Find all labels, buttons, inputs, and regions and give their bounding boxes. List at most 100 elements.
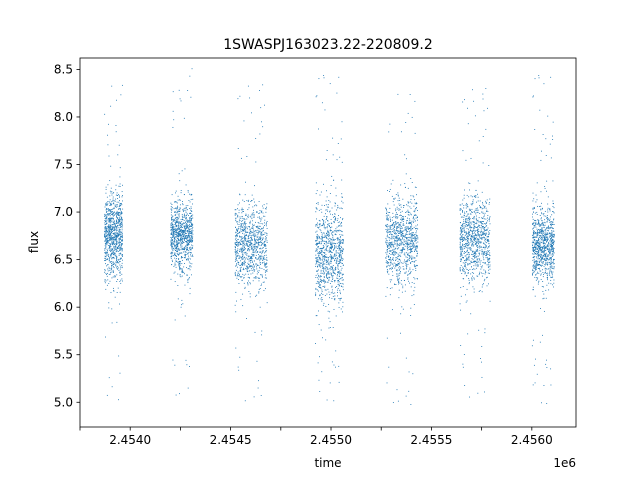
- data-point: [180, 276, 182, 278]
- data-point: [250, 268, 252, 270]
- data-point: [237, 253, 239, 255]
- data-point: [107, 235, 109, 237]
- data-point: [322, 237, 324, 238]
- data-point: [462, 243, 463, 245]
- data-point: [241, 280, 243, 282]
- data-point: [172, 228, 174, 230]
- data-point: [249, 230, 251, 232]
- data-point: [393, 243, 395, 245]
- data-point: [399, 245, 401, 247]
- data-point: [117, 262, 119, 264]
- data-point: [172, 246, 174, 248]
- data-point: [183, 232, 185, 234]
- data-point: [104, 240, 106, 242]
- data-point: [187, 240, 189, 242]
- data-point: [184, 315, 186, 317]
- data-point: [179, 274, 181, 275]
- data-point: [173, 248, 174, 250]
- data-point: [247, 231, 249, 233]
- data-point: [244, 400, 246, 402]
- data-point: [177, 273, 179, 275]
- data-point: [109, 245, 111, 246]
- data-point: [328, 291, 330, 293]
- data-point: [387, 245, 389, 247]
- data-point: [257, 227, 259, 229]
- data-point: [112, 243, 114, 245]
- data-point: [405, 173, 407, 175]
- data-point: [317, 247, 319, 249]
- data-point: [108, 213, 110, 215]
- data-point: [479, 247, 481, 249]
- data-point: [240, 270, 242, 272]
- data-point: [255, 241, 257, 243]
- data-point: [334, 218, 336, 220]
- data-point: [238, 231, 240, 233]
- data-point: [396, 389, 398, 391]
- data-point: [109, 247, 111, 248]
- data-point: [398, 278, 400, 280]
- data-point: [174, 230, 176, 232]
- data-point: [318, 262, 320, 264]
- data-point: [264, 255, 266, 257]
- data-point: [171, 233, 173, 235]
- data-point: [110, 201, 112, 203]
- data-point: [117, 265, 119, 267]
- data-point: [461, 247, 463, 249]
- data-point: [335, 255, 337, 257]
- data-point: [402, 248, 404, 250]
- data-point: [411, 243, 413, 245]
- data-point: [182, 209, 184, 211]
- data-point: [385, 224, 387, 226]
- data-point: [176, 248, 178, 250]
- data-point: [389, 244, 391, 245]
- data-point: [105, 252, 107, 254]
- data-point: [398, 259, 400, 261]
- data-point: [466, 300, 468, 302]
- data-point: [329, 251, 330, 253]
- data-point: [107, 184, 109, 186]
- data-point: [341, 219, 343, 221]
- data-point: [411, 235, 413, 237]
- data-point: [330, 246, 332, 248]
- data-point: [486, 229, 487, 231]
- data-point: [331, 273, 332, 275]
- data-point: [261, 217, 263, 219]
- data-point: [243, 240, 245, 242]
- data-point: [474, 257, 475, 259]
- data-point: [180, 222, 181, 224]
- data-point: [241, 216, 243, 218]
- data-point: [399, 231, 401, 233]
- data-point: [342, 242, 344, 244]
- data-point: [334, 239, 336, 240]
- data-point: [173, 234, 175, 236]
- data-point: [112, 200, 113, 202]
- data-point: [259, 242, 261, 243]
- data-point: [411, 261, 413, 263]
- data-point: [400, 227, 402, 229]
- data-point: [393, 241, 395, 243]
- data-point: [325, 270, 327, 272]
- data-point: [105, 251, 107, 253]
- data-point: [192, 239, 194, 241]
- data-point: [479, 221, 481, 223]
- data-point: [319, 295, 321, 297]
- data-point: [105, 240, 107, 242]
- data-point: [176, 219, 178, 221]
- data-point: [326, 217, 327, 219]
- data-point: [323, 240, 325, 242]
- data-point: [112, 262, 114, 264]
- data-point: [472, 221, 474, 223]
- data-point: [265, 263, 267, 264]
- data-point: [250, 265, 252, 267]
- data-point: [409, 256, 411, 258]
- data-point: [170, 229, 172, 231]
- data-point: [332, 255, 334, 257]
- data-point: [391, 224, 393, 226]
- data-point: [328, 248, 330, 250]
- data-point: [110, 239, 112, 240]
- data-point: [120, 203, 122, 205]
- data-point: [176, 256, 178, 257]
- data-point: [321, 239, 323, 241]
- data-point: [407, 273, 409, 275]
- data-point: [415, 214, 417, 216]
